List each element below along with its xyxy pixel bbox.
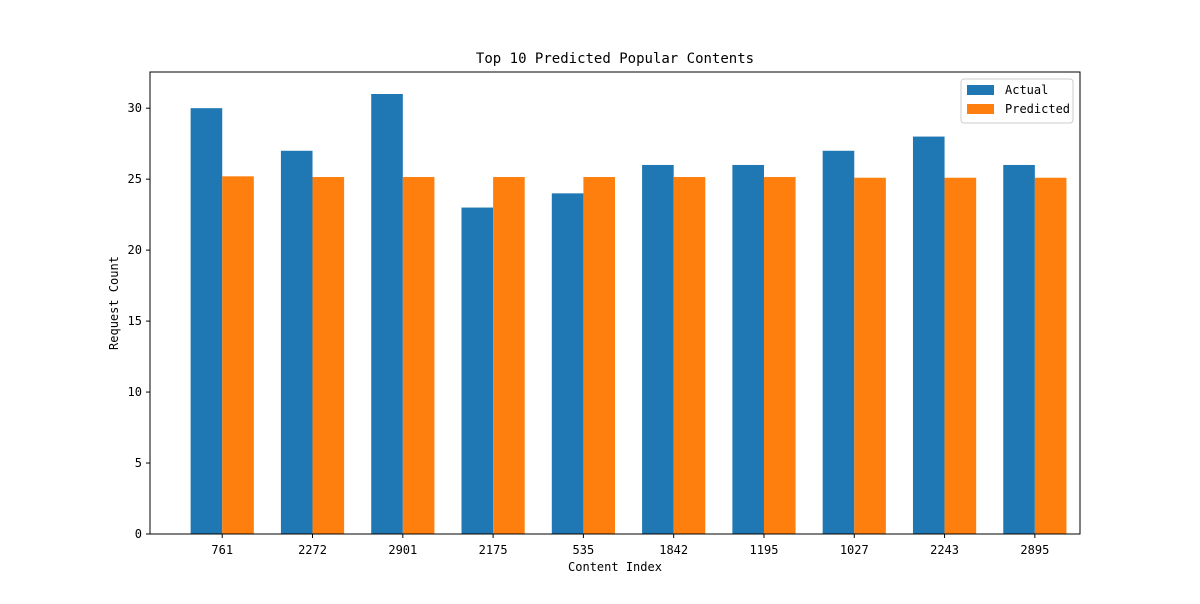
- legend-label-predicted: Predicted: [1005, 102, 1070, 116]
- bar-actual-2243: [912, 136, 945, 534]
- x-tick-label: 2895: [1020, 543, 1049, 557]
- x-axis: 761 2272 2901 2175 535 1842 1195 1027 2243 2895: [211, 534, 1049, 557]
- x-tick-label: 2901: [388, 543, 417, 557]
- x-tick-label: 1195: [750, 543, 779, 557]
- bar-predicted-1842: [673, 177, 706, 534]
- x-tick-label: 1842: [659, 543, 688, 557]
- bar-predicted-2272: [312, 177, 345, 534]
- bar-actual-2175: [461, 207, 494, 535]
- bar-actual-1027: [822, 150, 855, 534]
- bar-actual-2272: [280, 150, 313, 534]
- y-tick-label: 15: [128, 314, 142, 328]
- y-tick-label: 30: [128, 101, 142, 115]
- y-tick-label: 0: [135, 527, 142, 541]
- bar-actual-2895: [1003, 164, 1035, 534]
- legend: Actual Predicted: [960, 78, 1074, 124]
- x-tick-label: 761: [211, 543, 233, 557]
- x-tick-label: 1027: [840, 543, 869, 557]
- bars-layer: [149, 71, 1081, 535]
- y-axis-label: Request Count: [107, 256, 121, 350]
- y-tick-label: 20: [128, 243, 142, 257]
- bar-actual-535: [551, 193, 584, 534]
- legend-swatch-predicted: [967, 104, 994, 114]
- plot-border: [149, 71, 1081, 535]
- bar-predicted-2175: [493, 177, 525, 534]
- bar-actual-1195: [732, 164, 764, 534]
- y-tick-label: 25: [128, 172, 142, 186]
- bar-predicted-761: [222, 176, 254, 534]
- chart-title: Top 10 Predicted Popular Contents: [476, 51, 754, 67]
- x-tick-label: 535: [573, 543, 595, 557]
- legend-swatch-actual: [967, 85, 994, 95]
- y-tick-label: 5: [135, 456, 142, 470]
- y-axis: 0 5 10 15 20 25 30: [128, 101, 150, 541]
- bar-actual-1842: [642, 164, 674, 534]
- x-axis-label: Content Index: [568, 560, 662, 574]
- bar-predicted-1195: [763, 177, 796, 534]
- x-tick-label: 2272: [298, 543, 327, 557]
- bar-actual-2901: [371, 94, 403, 534]
- bar-predicted-2243: [944, 177, 977, 535]
- legend-label-actual: Actual: [1005, 83, 1048, 97]
- bar-predicted-2901: [402, 177, 435, 534]
- y-tick-label: 10: [128, 385, 142, 399]
- x-tick-label: 2175: [479, 543, 508, 557]
- bar-predicted-535: [583, 177, 615, 534]
- bar-predicted-2895: [1034, 177, 1067, 535]
- bar-actual-761: [190, 108, 223, 534]
- bar-predicted-1027: [854, 177, 886, 535]
- x-tick-label: 2243: [930, 543, 959, 557]
